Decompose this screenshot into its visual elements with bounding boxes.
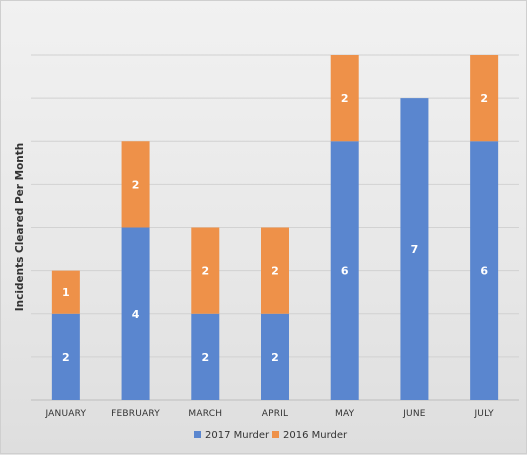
data-label: 2 [341, 92, 349, 105]
legend-label: 2016 Murder [283, 430, 348, 441]
x-tick-label: JANUARY [44, 409, 86, 419]
x-tick-label: APRIL [262, 409, 289, 419]
data-label: 6 [480, 265, 488, 278]
x-tick-label: MARCH [188, 409, 222, 419]
x-tick-label: JULY [473, 409, 494, 419]
bar-february-series-1 [121, 141, 150, 228]
x-tick-labels: JANUARY FEBRUARY MARCH APRIL MAY JUNE JULY [44, 409, 494, 419]
bar-april-series-0 [261, 313, 289, 400]
bar-july-series-0 [470, 141, 499, 400]
data-label: 2 [480, 92, 488, 105]
legend-swatch [272, 431, 279, 438]
data-label: 2 [201, 351, 209, 364]
bar-april-series-1 [261, 227, 289, 314]
legend-label: 2017 Murder [205, 430, 270, 441]
x-tick-label: JUNE [402, 409, 426, 419]
bar-june-series-0 [400, 98, 429, 400]
data-label: 7 [411, 243, 419, 256]
y-axis-title: Incidents Cleared Per Month [14, 143, 26, 312]
bar-march-series-1 [191, 227, 220, 314]
bar-may-series-0 [330, 141, 359, 400]
bar-july-series-1 [470, 55, 499, 142]
bars [51, 55, 499, 400]
data-label: 2 [271, 265, 279, 278]
data-label: 2 [201, 265, 209, 278]
data-label: 2 [132, 178, 140, 191]
data-label: 6 [341, 265, 349, 278]
bar-may-series-1 [330, 55, 359, 142]
bar-january-series-0 [51, 313, 80, 400]
data-label: 2 [271, 351, 279, 364]
bar-february-series-0 [121, 227, 150, 400]
x-tick-label: MAY [335, 409, 355, 419]
legend-swatch [194, 431, 201, 438]
bar-march-series-0 [191, 313, 220, 400]
data-label: 1 [62, 286, 70, 299]
data-label: 2 [62, 351, 70, 364]
data-labels: 2 1 4 2 2 2 2 2 6 2 7 6 2 [62, 92, 488, 364]
x-tick-label: FEBRUARY [111, 409, 160, 419]
bar-january-series-1 [51, 270, 80, 314]
data-label: 4 [132, 308, 140, 321]
legend: 2017 Murder 2016 Murder [194, 430, 348, 441]
